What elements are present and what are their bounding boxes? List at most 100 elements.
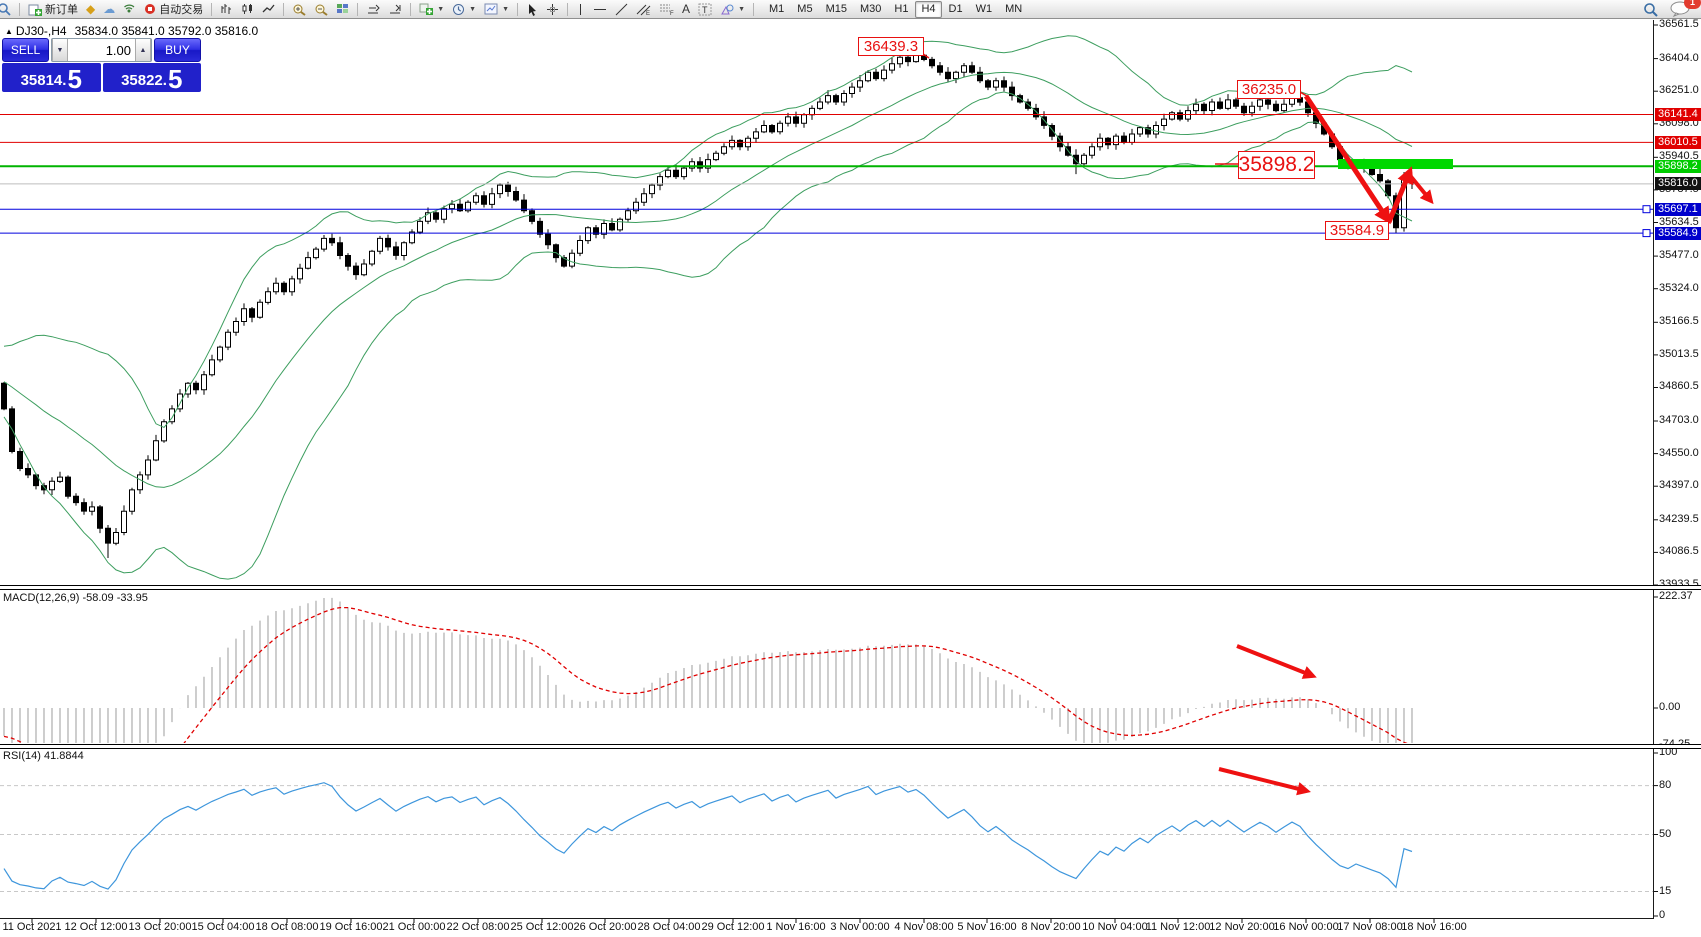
red-trend-arrow[interactable] bbox=[1303, 94, 1391, 225]
crosshair-icon[interactable] bbox=[543, 1, 562, 18]
rsi-line bbox=[3, 782, 1413, 890]
chart-autoscroll-icon[interactable] bbox=[363, 1, 383, 18]
time-axis-label: 18 Oct 08:00 bbox=[255, 921, 319, 933]
time-axis-label: 21 Oct 00:00 bbox=[382, 921, 446, 933]
periods-button[interactable]: ▼ bbox=[449, 1, 479, 18]
red-trend-arrow[interactable] bbox=[1386, 166, 1414, 223]
price-tick-label: 34703.0 bbox=[1659, 414, 1699, 427]
zoom-out-icon[interactable] bbox=[311, 1, 331, 18]
autotrade-label: 自动交易 bbox=[159, 4, 204, 16]
price-line-badge: 35816.0 bbox=[1655, 177, 1701, 191]
time-axis-label: 1 Nov 16:00 bbox=[766, 921, 826, 933]
price-tick-label: 35324.0 bbox=[1659, 281, 1699, 294]
svg-text:E: E bbox=[646, 11, 650, 16]
timeframe-d1[interactable]: D1 bbox=[948, 2, 963, 15]
sell-price[interactable]: 35814. 5 bbox=[2, 63, 101, 92]
price-callout[interactable]: 36235.0 bbox=[1237, 80, 1301, 99]
volume-stepper: ▼ ▲ bbox=[51, 38, 152, 62]
panel-separator-rsi[interactable] bbox=[0, 744, 1701, 749]
price-line-badge: 36010.5 bbox=[1655, 135, 1701, 149]
symbol-period: DJ30-,H4 bbox=[15, 24, 67, 38]
autotrade-button[interactable]: 自动交易 bbox=[141, 1, 206, 18]
time-axis-label: 22 Oct 08:00 bbox=[446, 921, 510, 933]
price-tick-label: 34860.5 bbox=[1659, 380, 1699, 393]
zoom-in-icon[interactable] bbox=[289, 1, 309, 18]
cloud-icon[interactable]: ☁ bbox=[103, 2, 116, 16]
red-trend-arrow[interactable] bbox=[1406, 171, 1434, 205]
hline-handle[interactable] bbox=[1642, 205, 1651, 214]
signal-icon[interactable] bbox=[120, 1, 139, 18]
buy-price-fraction: 5 bbox=[167, 64, 183, 94]
timeframe-m1[interactable]: M1 bbox=[769, 2, 785, 15]
panel-separator-macd[interactable] bbox=[0, 585, 1701, 590]
time-axis-label: 3 Nov 00:00 bbox=[830, 921, 890, 933]
timeframe-w1[interactable]: W1 bbox=[975, 2, 993, 15]
hline-handle[interactable] bbox=[1642, 229, 1651, 238]
macd-tick-label: 222.37 bbox=[1659, 590, 1693, 602]
bollinger-lower bbox=[3, 91, 1413, 580]
price-tick-label: 35477.0 bbox=[1659, 249, 1699, 262]
shapes-button[interactable]: ▼ bbox=[717, 1, 748, 18]
price-tick-label: 35634.5 bbox=[1659, 215, 1699, 228]
price-line-badge: 35584.9 bbox=[1655, 226, 1701, 240]
text-label-icon[interactable]: T bbox=[695, 1, 715, 18]
ohlc-values: 35834.0 35841.0 35792.0 35816.0 bbox=[74, 24, 259, 38]
bar-chart-icon[interactable] bbox=[217, 1, 236, 18]
time-axis-label: 25 Oct 12:00 bbox=[510, 921, 574, 933]
rsi-tick-label: 100 bbox=[1659, 746, 1678, 758]
volume-input[interactable] bbox=[68, 39, 135, 61]
sell-price-fraction: 5 bbox=[67, 64, 82, 94]
indicators-button[interactable]: ▼ bbox=[416, 1, 447, 18]
candlestick-series bbox=[1, 35, 1415, 580]
equidistant-channel-icon[interactable]: E bbox=[633, 1, 654, 18]
chat-notifications-icon[interactable]: 1 bbox=[1667, 0, 1701, 18]
price-tick-label: 36404.0 bbox=[1659, 51, 1699, 64]
time-axis-label: 17 Nov 08:00 bbox=[1337, 921, 1403, 933]
red-trend-arrow[interactable] bbox=[1236, 644, 1317, 679]
bollinger-middle bbox=[3, 71, 1413, 488]
volume-increase-button[interactable]: ▲ bbox=[135, 39, 151, 61]
price-callout[interactable]: 36439.3 bbox=[858, 37, 924, 56]
volume-decrease-button[interactable]: ▼ bbox=[52, 39, 68, 61]
price-tick-label: 36251.0 bbox=[1659, 84, 1699, 97]
candle-wicks bbox=[3, 51, 1413, 558]
horizontal-line-icon[interactable] bbox=[590, 1, 610, 18]
fibonacci-icon[interactable]: F bbox=[656, 1, 677, 18]
vertical-line-icon[interactable] bbox=[573, 1, 588, 18]
new-order-button[interactable]: 新订单 bbox=[25, 1, 81, 18]
buy-button[interactable]: BUY bbox=[154, 38, 201, 62]
buy-price-main: 35822. bbox=[121, 72, 167, 89]
time-axis-label: 28 Oct 04:00 bbox=[637, 921, 701, 933]
chart-styles-icon[interactable]: ◆ bbox=[86, 2, 96, 16]
cursor-icon[interactable] bbox=[523, 1, 541, 18]
timeframe-m15[interactable]: M15 bbox=[825, 2, 847, 15]
timeframe-m30[interactable]: M30 bbox=[859, 2, 882, 15]
market-watch-icon[interactable] bbox=[0, 1, 14, 18]
chart-shift-icon[interactable] bbox=[385, 1, 405, 18]
price-callout[interactable]: 35584.9 bbox=[1325, 221, 1389, 240]
tile-windows-icon[interactable] bbox=[333, 1, 352, 18]
timeframe-m5[interactable]: M5 bbox=[797, 2, 813, 15]
time-axis-label: 8 Nov 20:00 bbox=[1021, 921, 1081, 933]
timeframe-mn[interactable]: MN bbox=[1005, 2, 1023, 15]
green-supply-zone[interactable] bbox=[1338, 159, 1453, 169]
trendline-icon[interactable] bbox=[612, 1, 631, 18]
red-trend-arrow[interactable] bbox=[1218, 767, 1311, 796]
line-chart-icon[interactable] bbox=[259, 1, 278, 18]
price-tick-label: 34397.0 bbox=[1659, 479, 1699, 492]
buy-price[interactable]: 35822. 5 bbox=[102, 63, 201, 94]
timeframe-h1[interactable]: H1 bbox=[894, 2, 909, 15]
rsi-tick-label: 15 bbox=[1659, 884, 1672, 897]
timeframe-h4[interactable]: H4 bbox=[915, 0, 942, 18]
templates-button[interactable]: ▼ bbox=[481, 1, 512, 18]
search-icon[interactable] bbox=[1640, 1, 1661, 18]
text-icon[interactable]: A bbox=[682, 2, 691, 16]
price-axis-line bbox=[1653, 20, 1654, 918]
sell-button[interactable]: SELL bbox=[2, 38, 49, 62]
sell-price-main: 35814. bbox=[20, 72, 67, 89]
price-tick-label: 35013.5 bbox=[1659, 347, 1699, 360]
price-callout[interactable]: 35898.2 bbox=[1238, 151, 1315, 179]
candle-chart-icon[interactable] bbox=[238, 1, 257, 18]
price-tick-label: 34086.5 bbox=[1659, 545, 1699, 558]
